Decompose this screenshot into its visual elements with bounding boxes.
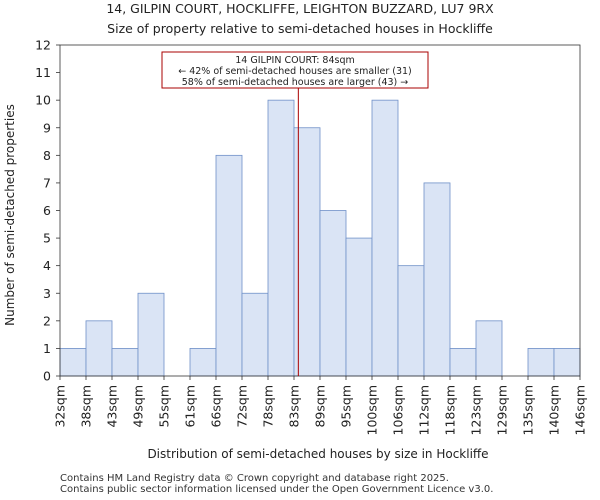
annotation-box: 14 GILPIN COURT: 84sqm ← 42% of semi-det… xyxy=(161,51,429,89)
y-tick-label: 3 xyxy=(43,286,51,301)
y-tick-label: 8 xyxy=(43,148,51,163)
histogram-bar xyxy=(423,182,451,377)
x-tick-label: 118sqm xyxy=(443,385,458,435)
y-tick-label: 1 xyxy=(43,341,51,356)
footer-copyright: Contains HM Land Registry data © Crown c… xyxy=(60,473,449,484)
y-tick-label: 6 xyxy=(43,203,51,218)
histogram-bar xyxy=(527,348,555,377)
plot-frame xyxy=(59,44,581,377)
annotation-frame xyxy=(161,51,429,89)
annotation-line-2: ← 42% of semi-detached houses are smalle… xyxy=(178,66,412,77)
x-tick-label: 32sqm xyxy=(53,385,68,428)
histogram-bar xyxy=(345,237,373,377)
y-tick-label: 7 xyxy=(43,175,51,190)
bars-group xyxy=(59,99,581,377)
histogram-bar xyxy=(111,348,139,377)
y-tick-label: 12 xyxy=(35,38,51,53)
chart-title: 14, GILPIN COURT, HOCKLIFFE, LEIGHTON BU… xyxy=(106,1,494,16)
y-axis-label: Number of semi-detached properties xyxy=(3,104,17,326)
histogram-bar xyxy=(553,348,581,377)
y-tick-label: 10 xyxy=(35,93,51,108)
y-tick-label: 2 xyxy=(43,313,51,328)
x-tick-label: 106sqm xyxy=(391,385,406,435)
histogram-bar xyxy=(85,320,113,377)
y-tick-label: 11 xyxy=(35,65,51,80)
footer-licence: Contains public sector information licen… xyxy=(60,484,494,495)
histogram-bar xyxy=(241,292,269,377)
x-tick-label: 146sqm xyxy=(573,385,588,435)
y-tick-label: 5 xyxy=(43,231,51,246)
x-tick-label: 66sqm xyxy=(209,385,224,428)
x-tick-label: 49sqm xyxy=(131,385,146,428)
x-tick-label: 61sqm xyxy=(183,385,198,428)
x-tick-label: 135sqm xyxy=(521,385,536,435)
x-axis-ticks: 32sqm 38sqm 43sqm 49sqm 55sqm 61sqm 66sqm 72sqm… xyxy=(53,376,588,435)
histogram-bar xyxy=(59,348,87,377)
histogram-bar xyxy=(267,99,295,377)
histogram-bar xyxy=(449,348,477,377)
x-axis-label: Distribution of semi-detached houses by … xyxy=(147,447,488,461)
x-tick-label: 112sqm xyxy=(417,385,432,435)
x-tick-label: 95sqm xyxy=(339,385,354,428)
x-tick-label: 129sqm xyxy=(495,385,510,435)
histogram-bar xyxy=(215,154,243,377)
histogram-bar xyxy=(189,348,217,377)
x-tick-label: 140sqm xyxy=(547,385,562,435)
x-tick-label: 89sqm xyxy=(313,385,328,428)
histogram-bar xyxy=(137,292,165,377)
y-tick-label: 4 xyxy=(43,258,51,273)
x-tick-label: 123sqm xyxy=(469,385,484,435)
x-tick-label: 38sqm xyxy=(79,385,94,428)
histogram-bar xyxy=(475,320,503,377)
histogram-bar xyxy=(397,265,425,377)
x-tick-label: 100sqm xyxy=(365,385,380,435)
x-tick-label: 83sqm xyxy=(287,385,302,428)
histogram-bar xyxy=(319,210,347,377)
x-tick-label: 43sqm xyxy=(105,385,120,428)
annotation-line-1: 14 GILPIN COURT: 84sqm xyxy=(235,55,355,66)
chart-subtitle: Size of property relative to semi-detach… xyxy=(107,21,493,36)
histogram-bar xyxy=(371,99,399,377)
x-tick-label: 78sqm xyxy=(261,385,276,428)
y-tick-label: 9 xyxy=(43,120,51,135)
y-tick-label: 0 xyxy=(43,369,51,384)
annotation-line-3: 58% of semi-detached houses are larger (… xyxy=(182,77,409,88)
x-tick-label: 55sqm xyxy=(157,385,172,428)
x-tick-label: 72sqm xyxy=(235,385,250,428)
